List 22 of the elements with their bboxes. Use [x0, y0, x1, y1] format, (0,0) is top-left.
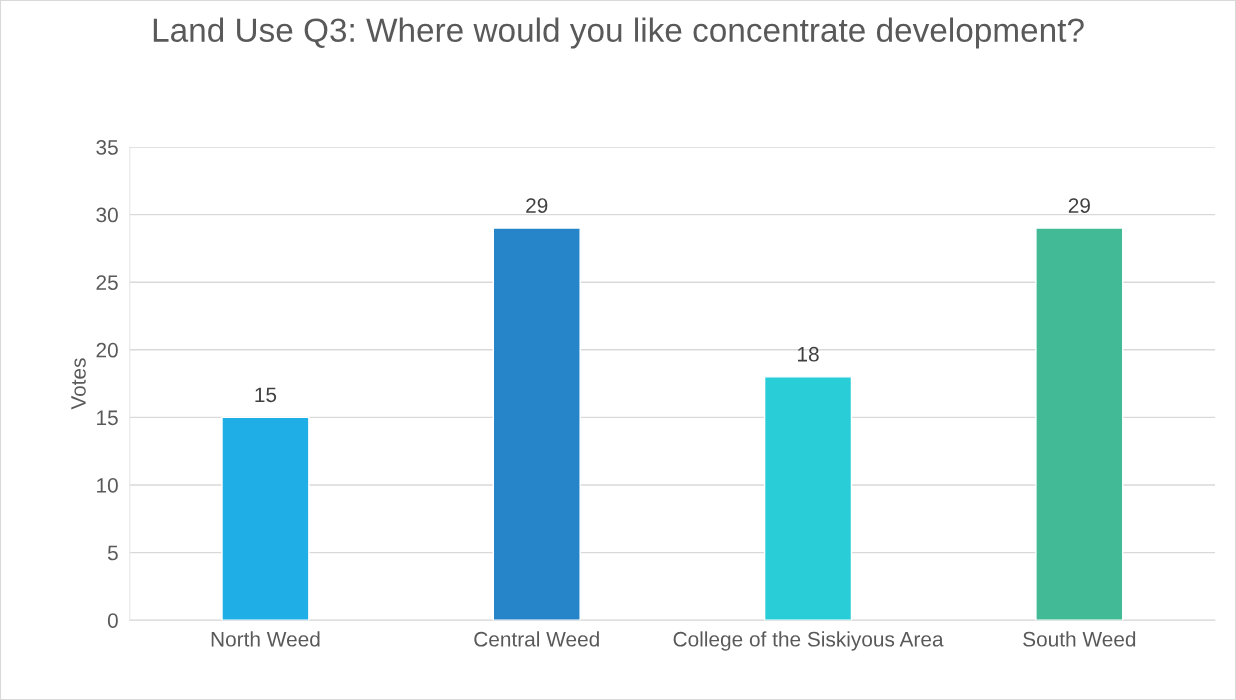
data-label: 29 [1068, 198, 1090, 213]
x-tick-label: Central Weed [474, 631, 599, 647]
bar [492, 227, 581, 621]
data-label: 15 [255, 387, 277, 403]
bar [763, 376, 853, 621]
y-tick-label: 20 [96, 342, 118, 358]
x-tick-label: College of the Siskiyous Area [673, 631, 944, 651]
data-label: 18 [798, 346, 819, 362]
y-tick-label: 0 [107, 613, 118, 628]
y-tick-label: 10 [97, 478, 118, 493]
y-tick-label: 30 [96, 207, 118, 223]
y-tick-label: 5 [107, 545, 118, 561]
y-tick-label: 25 [96, 275, 118, 290]
chart-title: Land Use Q3: Where would you like concentrate development? [153, 17, 1084, 49]
y-tick-label: 35 [96, 140, 118, 155]
x-tick-label: North Weed [211, 631, 320, 647]
bar [221, 416, 310, 621]
bar [1035, 227, 1124, 621]
data-label: 29 [526, 198, 548, 213]
x-tick-label: South Weed [1023, 631, 1136, 647]
y-tick-label: 15 [97, 410, 118, 426]
y-axis-title: Votes [71, 358, 86, 410]
